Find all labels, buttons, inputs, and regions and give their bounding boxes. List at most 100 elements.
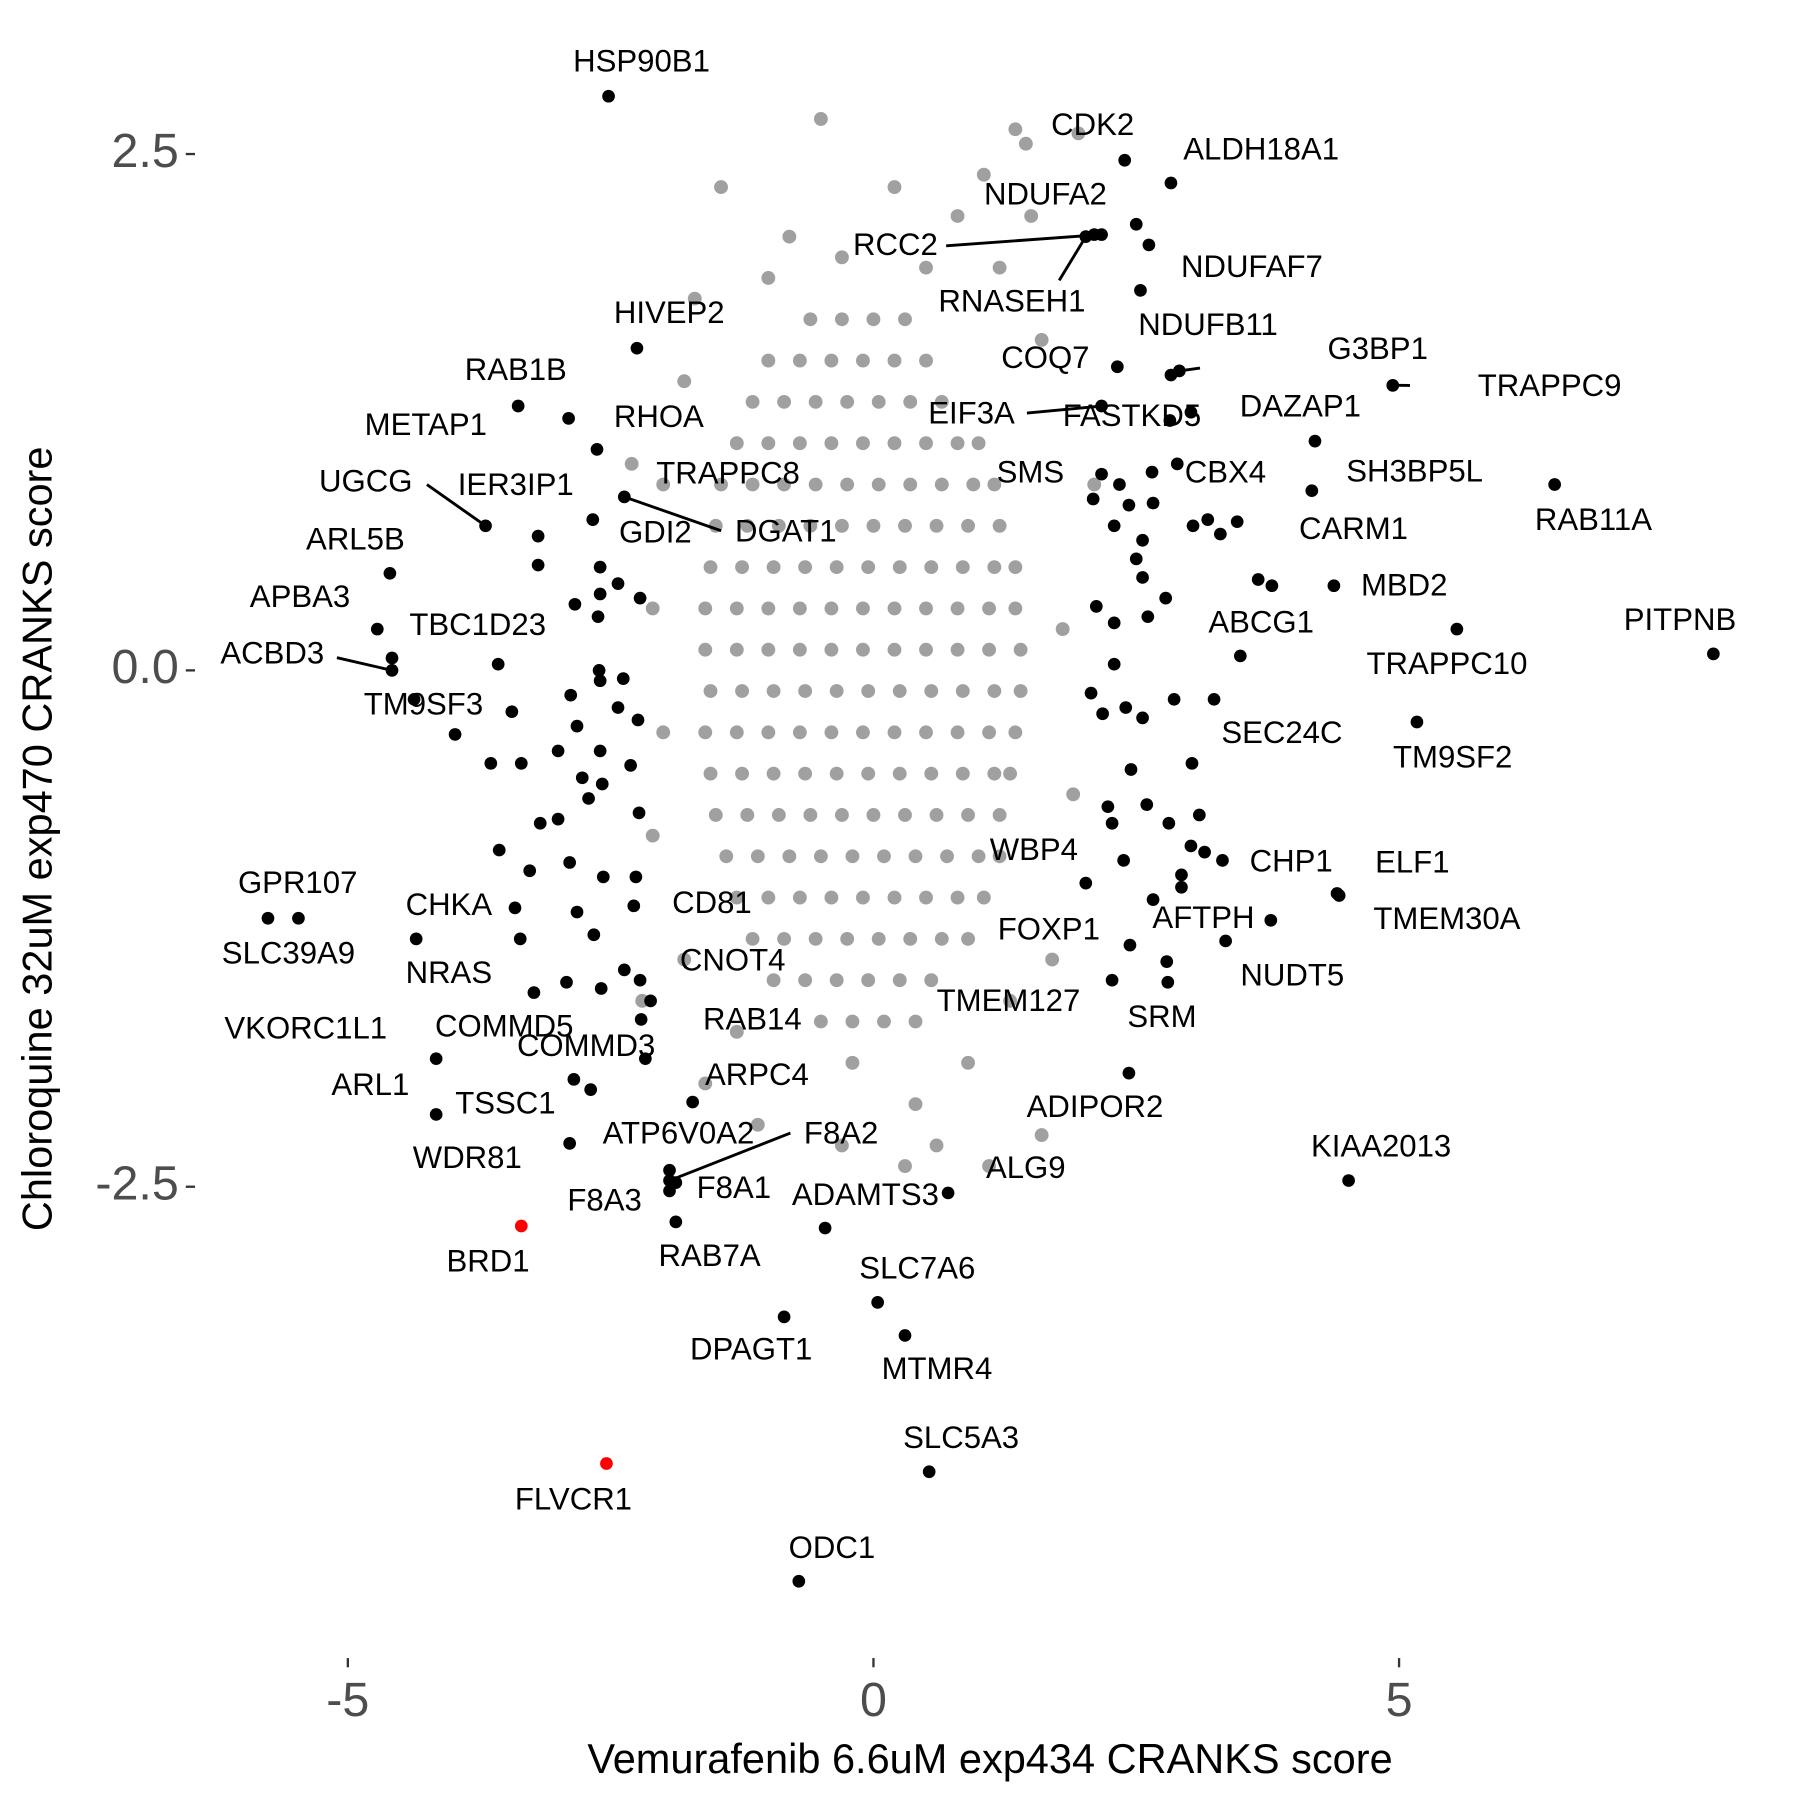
point	[766, 684, 781, 698]
point-label: FOXP1	[998, 911, 1100, 946]
point	[1141, 610, 1155, 624]
point	[1055, 622, 1070, 636]
point	[1410, 715, 1424, 729]
point	[792, 436, 807, 451]
point	[950, 725, 965, 740]
point-label: NDUFB11	[1138, 307, 1278, 342]
point	[777, 477, 792, 492]
point	[1107, 657, 1121, 671]
point	[1118, 153, 1132, 167]
point-label: NRAS	[406, 955, 493, 990]
point-label: HIVEP2	[614, 295, 725, 330]
point	[1167, 692, 1181, 706]
point	[729, 601, 744, 616]
point-label: APBA3	[250, 579, 350, 614]
point	[629, 870, 643, 884]
point	[898, 808, 912, 822]
point	[584, 1083, 598, 1097]
point	[919, 601, 933, 616]
point	[824, 890, 839, 905]
point-label: DPAGT1	[690, 1331, 812, 1366]
point	[492, 843, 506, 857]
point-label: SLC7A6	[859, 1251, 975, 1286]
point-label: CBX4	[1185, 454, 1266, 489]
point	[703, 766, 718, 781]
point	[887, 890, 902, 905]
point	[1084, 686, 1098, 700]
point	[568, 597, 582, 611]
point-label: F8A2	[804, 1116, 878, 1151]
point	[383, 566, 397, 580]
point	[562, 412, 575, 425]
point	[856, 353, 870, 368]
point	[514, 1219, 528, 1233]
point-label: SMS	[997, 454, 1064, 489]
point	[961, 1055, 975, 1070]
point	[1003, 766, 1018, 781]
point	[745, 477, 760, 492]
point	[871, 931, 886, 946]
point	[429, 1108, 443, 1121]
point	[1105, 816, 1119, 830]
point	[1184, 839, 1198, 853]
point	[1107, 519, 1121, 533]
point	[987, 560, 1002, 575]
point	[1163, 414, 1177, 427]
y-tick-label: 2.5	[111, 124, 178, 178]
point	[582, 792, 595, 805]
point	[593, 744, 607, 758]
point	[982, 1159, 997, 1173]
point	[824, 353, 839, 368]
point	[1034, 333, 1049, 347]
point	[992, 518, 1007, 533]
point	[934, 931, 949, 946]
point	[564, 688, 578, 702]
point	[834, 518, 849, 533]
point-label: TBC1D23	[409, 607, 546, 642]
point	[1134, 284, 1147, 297]
point	[1129, 552, 1143, 566]
point	[1129, 217, 1143, 231]
point	[992, 260, 1007, 275]
point	[1264, 913, 1278, 927]
x-tick-label: -5	[326, 1673, 369, 1727]
point	[570, 719, 584, 733]
leader-line	[1026, 404, 1102, 415]
point	[887, 601, 902, 616]
point	[1219, 934, 1232, 948]
point	[735, 684, 749, 698]
point	[871, 1296, 885, 1309]
point	[563, 1137, 577, 1150]
point	[1136, 533, 1149, 547]
point-label: ADIPOR2	[1027, 1089, 1164, 1124]
point	[729, 1024, 744, 1039]
point-label: RAB7A	[659, 1238, 761, 1273]
point	[892, 766, 907, 781]
point	[638, 1052, 652, 1066]
point	[813, 112, 828, 126]
point	[856, 642, 870, 657]
point	[1548, 478, 1561, 491]
point-label: DAZAP1	[1240, 389, 1361, 424]
point	[491, 657, 505, 671]
point	[761, 725, 776, 740]
point	[409, 932, 423, 946]
point	[919, 436, 933, 451]
point-label: TRAPPC8	[656, 456, 800, 491]
point	[992, 849, 1007, 864]
point-label: SLC5A3	[903, 1420, 1019, 1455]
point	[1198, 845, 1211, 859]
point	[871, 477, 886, 492]
point-label: HSP90B1	[573, 44, 710, 79]
point	[1186, 519, 1200, 533]
point	[792, 642, 807, 657]
point	[1251, 573, 1265, 586]
point-label: ATP6V0A2	[603, 1116, 755, 1151]
point	[845, 1055, 860, 1070]
point-label: TM9SF3	[364, 686, 483, 721]
point	[575, 771, 589, 785]
point	[840, 931, 855, 946]
point	[1175, 868, 1188, 882]
point	[908, 1097, 923, 1112]
point	[792, 1574, 806, 1588]
